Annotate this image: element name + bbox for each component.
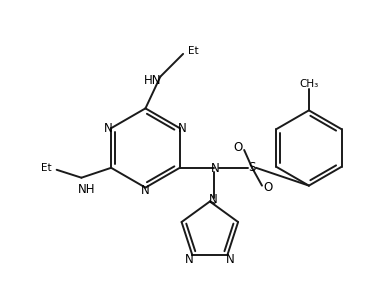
- Text: Et: Et: [188, 46, 199, 56]
- Text: NH: NH: [78, 183, 95, 196]
- Text: N: N: [226, 253, 235, 266]
- Text: N: N: [209, 193, 218, 206]
- Text: N: N: [185, 253, 194, 266]
- Text: O: O: [234, 141, 243, 154]
- Text: HN: HN: [144, 74, 161, 87]
- Text: N: N: [211, 162, 220, 175]
- Text: N: N: [104, 122, 113, 135]
- Text: N: N: [178, 122, 187, 135]
- Text: CH₃: CH₃: [299, 78, 319, 88]
- Text: N: N: [141, 184, 150, 197]
- Text: Et: Et: [41, 163, 52, 173]
- Text: O: O: [263, 181, 272, 194]
- Text: S: S: [248, 161, 256, 174]
